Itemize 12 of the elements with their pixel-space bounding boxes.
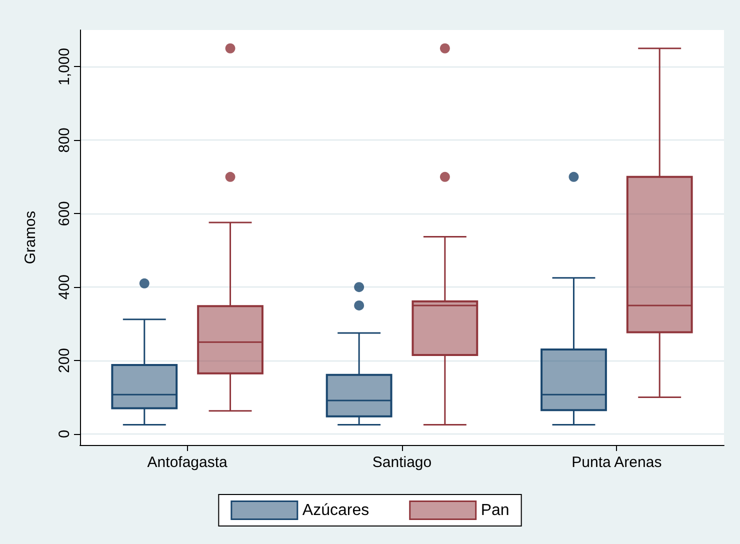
x-tick-label: Santiago	[372, 454, 432, 471]
legend-label: Azúcares	[302, 502, 370, 519]
y-tick-label: 1,000	[56, 48, 73, 86]
x-tick-label: Punta Arenas	[572, 454, 662, 471]
y-tick-label: 600	[56, 201, 73, 226]
y-axis-title: Gramos	[22, 210, 39, 264]
x-tick-label: Antofagasta	[147, 454, 228, 471]
y-tick-label: 400	[56, 274, 73, 300]
y-tick-label: 0	[56, 430, 73, 438]
legend-label: Pan	[480, 502, 510, 519]
y-tick-label: 200	[56, 348, 73, 374]
y-tick-label: 800	[56, 128, 73, 153]
